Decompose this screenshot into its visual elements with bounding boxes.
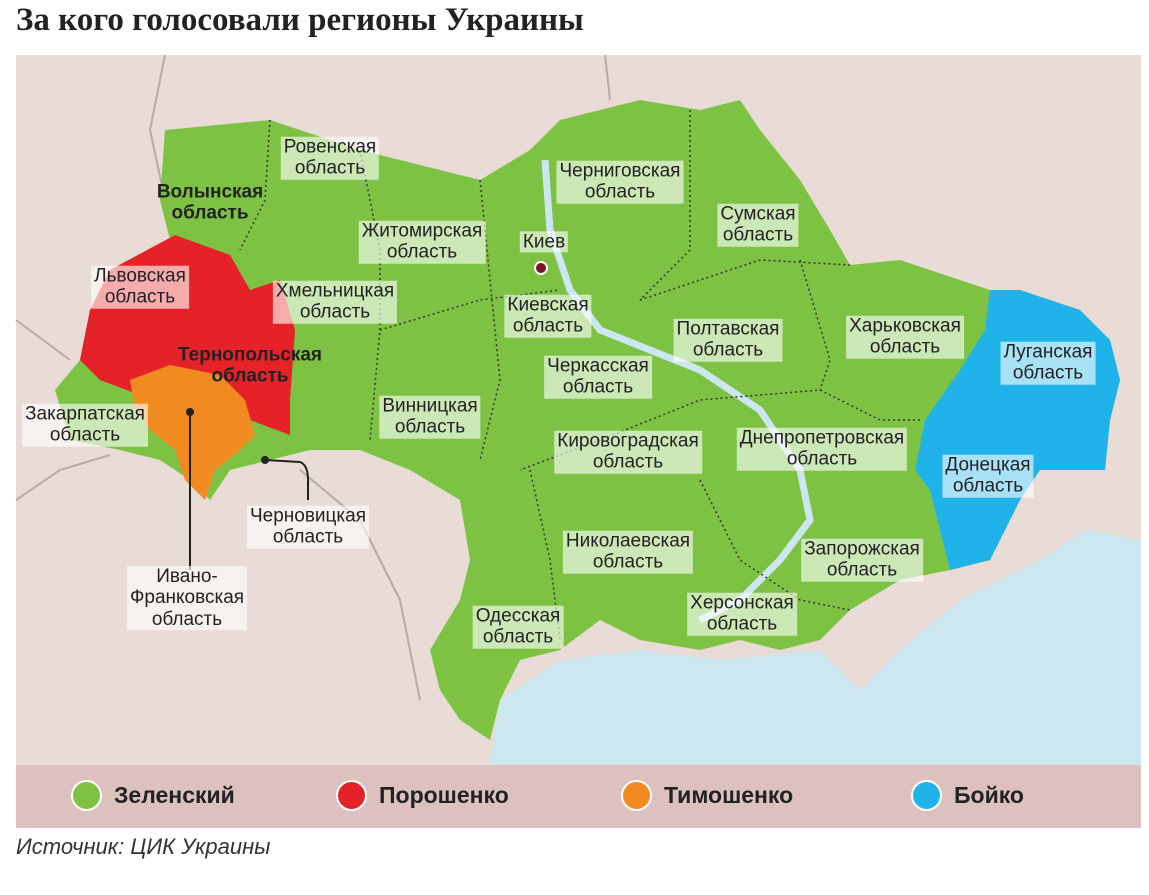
region-label: Одесская область xyxy=(472,605,564,649)
legend-label: Тимошенко xyxy=(664,782,794,808)
legend-label: Бойко xyxy=(954,782,1024,808)
source: Источник: ЦИК Украины xyxy=(16,834,271,859)
region-label: Запорожская область xyxy=(801,538,923,582)
legend-swatch xyxy=(336,780,367,811)
leader-dot xyxy=(186,408,194,416)
legend-item: Зеленский xyxy=(71,780,235,811)
region-label: Хмельницкая область xyxy=(272,280,398,324)
river xyxy=(541,159,814,624)
city-label: Киев xyxy=(519,231,569,253)
region-label: Луганская область xyxy=(1000,341,1096,385)
region-label: Ивано-Франковская область xyxy=(126,566,248,630)
legend-label: Зеленский xyxy=(114,782,235,808)
region-label: Днепропетровская область xyxy=(736,427,908,471)
legend: Зеленский Порошенко Тимошенко Бойко xyxy=(16,765,1141,828)
region-label: Ровенская область xyxy=(280,136,380,180)
city-marker xyxy=(534,261,548,275)
legend-item: Порошенко xyxy=(336,780,509,811)
sea xyxy=(490,530,1141,765)
region-label: Житомирская область xyxy=(358,220,486,264)
legend-label: Порошенко xyxy=(379,782,509,808)
legend-swatch xyxy=(911,780,942,811)
region-label: Кировоградская область xyxy=(554,430,702,474)
region-label: Тернопольская область xyxy=(177,344,323,387)
title: За кого голосовали регионы Украины xyxy=(16,2,584,38)
region-label: Закарпатская область xyxy=(22,403,148,447)
region-label: Полтавская область xyxy=(673,318,783,362)
legend-swatch xyxy=(621,780,652,811)
region-label: Черкасская область xyxy=(544,355,652,399)
region-label: Сумская область xyxy=(717,203,799,247)
legend-item: Тимошенко xyxy=(621,780,793,811)
region-label: Киевская область xyxy=(504,294,592,338)
legend-item: Бойко xyxy=(911,780,1024,811)
legend-swatch xyxy=(71,780,102,811)
region-label: Львовская область xyxy=(91,265,189,309)
region-fill xyxy=(130,365,255,500)
leader-dot xyxy=(261,456,269,464)
borders xyxy=(15,54,611,701)
region-label: Черниговская область xyxy=(556,160,684,204)
region-label: Волынская область xyxy=(156,181,264,224)
region-label: Винницкая область xyxy=(379,395,481,439)
leader-line xyxy=(264,459,309,500)
region-label: Донецкая область xyxy=(942,454,1034,498)
region-label: Харьковская область xyxy=(846,315,964,359)
region-label: Херсонская область xyxy=(687,592,797,636)
region-label: Черновицкая область xyxy=(246,505,370,549)
region-label: Николаевская область xyxy=(562,530,694,574)
